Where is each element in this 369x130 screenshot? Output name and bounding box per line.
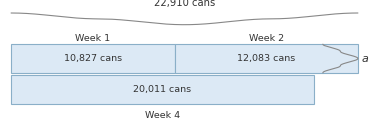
- Text: 10,827 cans: 10,827 cans: [64, 54, 122, 63]
- FancyBboxPatch shape: [11, 44, 175, 73]
- Text: 12,083 cans: 12,083 cans: [237, 54, 296, 63]
- Text: a: a: [362, 54, 369, 63]
- Text: 22,910 cans: 22,910 cans: [154, 0, 215, 8]
- FancyBboxPatch shape: [11, 75, 314, 104]
- Text: Week 2: Week 2: [249, 34, 284, 43]
- Text: Week 4: Week 4: [145, 110, 180, 119]
- Text: 20,011 cans: 20,011 cans: [134, 85, 192, 94]
- Text: Week 1: Week 1: [76, 34, 111, 43]
- FancyBboxPatch shape: [175, 44, 358, 73]
